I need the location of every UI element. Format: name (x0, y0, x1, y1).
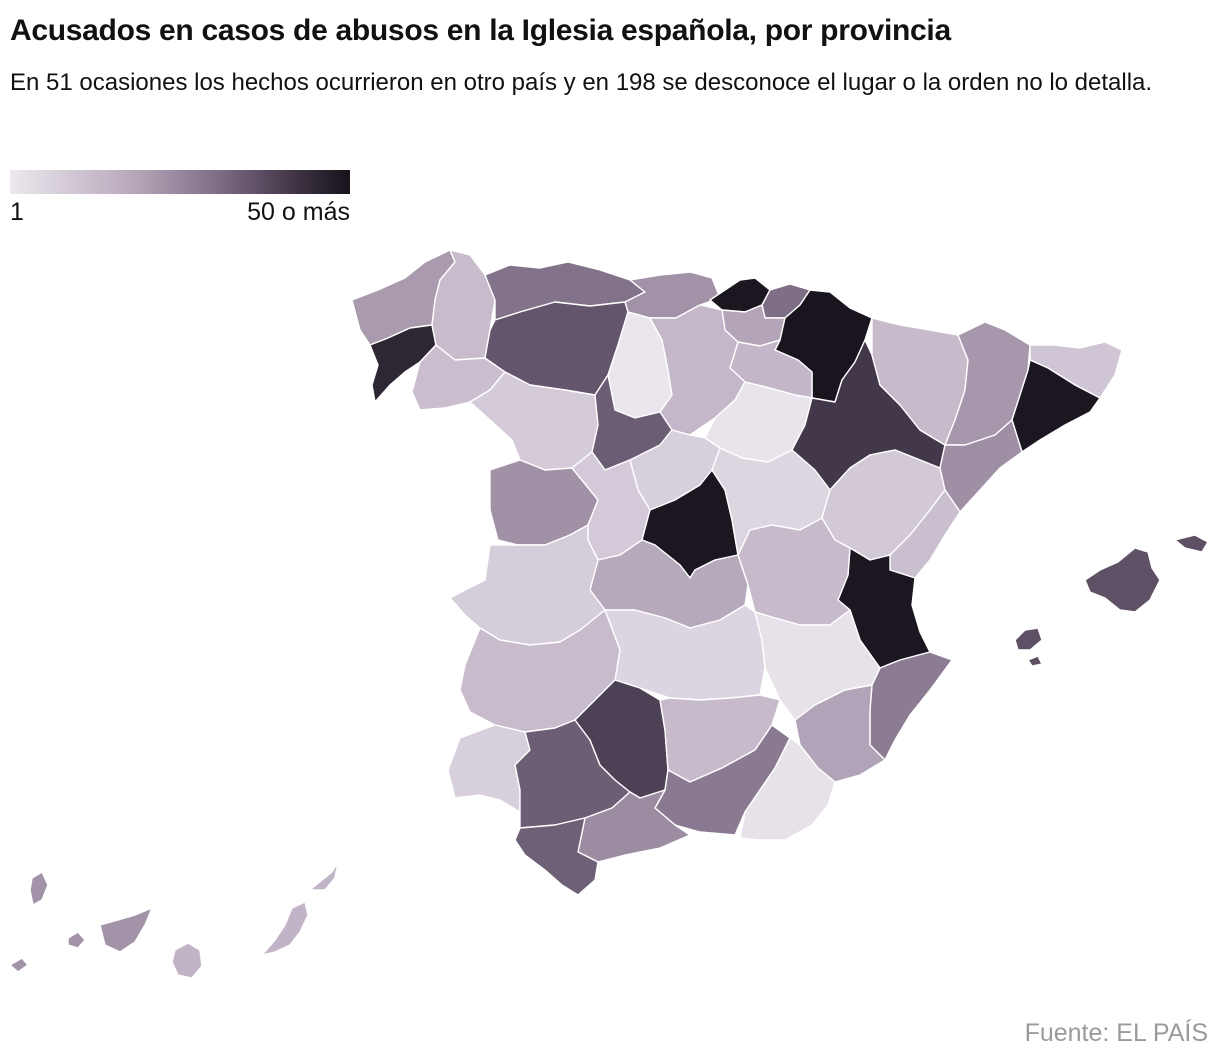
province-fuerteventura[interactable] (261, 901, 309, 956)
province-pontevedra[interactable] (369, 324, 437, 403)
legend-max-label: 50 o más (247, 198, 350, 226)
province-alicante[interactable] (869, 651, 953, 761)
source-credit: Fuente: EL PAÍS (1024, 1019, 1208, 1047)
province-la-palma[interactable] (29, 871, 49, 906)
chart-title: Acusados en casos de abusos en la Iglesi… (10, 14, 951, 47)
province-la-gomera[interactable] (67, 931, 86, 949)
color-legend: 1 50 o más (10, 170, 350, 226)
province-barcelona[interactable] (1011, 359, 1101, 453)
legend-gradient-bar (10, 170, 350, 194)
province-lanzarote[interactable] (309, 861, 339, 891)
province-gran-canaria[interactable] (171, 942, 203, 979)
province-formentera[interactable] (1027, 655, 1043, 667)
province-ibiza[interactable] (1014, 627, 1043, 651)
province-menorca[interactable] (1174, 534, 1209, 553)
province-mallorca[interactable] (1084, 547, 1161, 613)
province-el-hierro[interactable] (9, 957, 29, 973)
chart-subtitle: En 51 ocasiones los hechos ocurrieron en… (10, 69, 1153, 96)
province-cadiz[interactable] (514, 817, 599, 896)
province-tarragona[interactable] (939, 419, 1023, 513)
province-tenerife[interactable] (99, 907, 153, 953)
legend-min-label: 1 (10, 198, 24, 226)
province-almeria[interactable] (739, 737, 836, 841)
